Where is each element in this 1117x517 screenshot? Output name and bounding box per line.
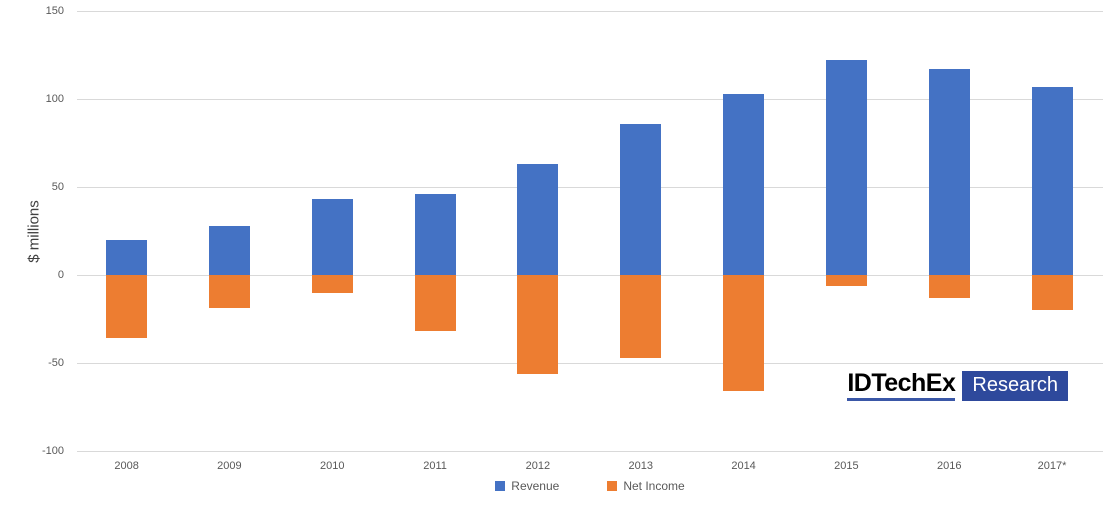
legend: Revenue Net Income [77,479,1103,493]
x-tick-label-2012: 2012 [525,460,551,472]
gridline--100 [77,451,1103,452]
bar-revenue-2011 [414,194,456,275]
bar-revenue-2017* [1031,86,1073,275]
bar-revenue-2015 [825,60,867,275]
bar-revenue-2008 [106,239,148,275]
y-tick-label-150: 150 [45,5,64,17]
legend-swatch-icon [607,481,618,491]
x-tick-label-2016: 2016 [936,460,962,472]
legend-label: Net Income [623,479,685,493]
legend-swatch-icon [495,481,506,491]
bar-net-income-2011 [414,275,456,332]
bar-revenue-2016 [928,69,970,275]
gridline-150 [77,11,1103,12]
idtechex-logo: IDTechEx Research [847,371,1068,401]
bar-net-income-2008 [106,275,148,339]
legend-item-revenue: Revenue [495,479,559,493]
y-tick-label--100: -100 [41,445,64,457]
y-tick-label-0: 0 [57,269,64,281]
legend-item-net-income: Net Income [607,479,685,493]
x-tick-label-2015: 2015 [834,460,859,472]
bar-revenue-2009 [208,225,250,275]
gridline-0 [77,275,1103,276]
bar-net-income-2012 [517,275,559,374]
gridline-50 [77,187,1103,188]
bar-net-income-2010 [311,275,353,293]
bar-net-income-2009 [208,275,250,309]
x-tick-label-2008: 2008 [114,460,139,472]
bar-revenue-2014 [723,93,765,275]
x-tick-label-2013: 2013 [628,460,653,472]
bar-net-income-2016 [928,275,970,298]
bar-revenue-2012 [517,164,559,275]
x-tick-label-2011: 2011 [423,460,447,472]
y-tick-label-100: 100 [45,93,64,105]
x-tick-label-2017*: 2017* [1037,460,1067,472]
bar-net-income-2013 [620,275,662,358]
y-tick-label--50: -50 [48,357,64,369]
bar-net-income-2015 [825,275,867,286]
gridline-100 [77,99,1103,100]
research-badge: Research [962,371,1068,401]
x-tick-label-2010: 2010 [320,460,345,472]
bar-net-income-2017* [1031,275,1073,311]
bar-revenue-2010 [311,199,353,275]
x-tick-label-2014: 2014 [731,460,756,472]
y-tick-label-50: 50 [51,181,64,193]
idtechex-wordmark: IDTechEx [847,371,956,401]
bar-net-income-2014 [723,275,765,392]
legend-label: Revenue [511,479,560,493]
bar-revenue-2013 [620,123,662,275]
x-tick-label-2009: 2009 [217,460,242,472]
gridline--50 [77,363,1103,364]
